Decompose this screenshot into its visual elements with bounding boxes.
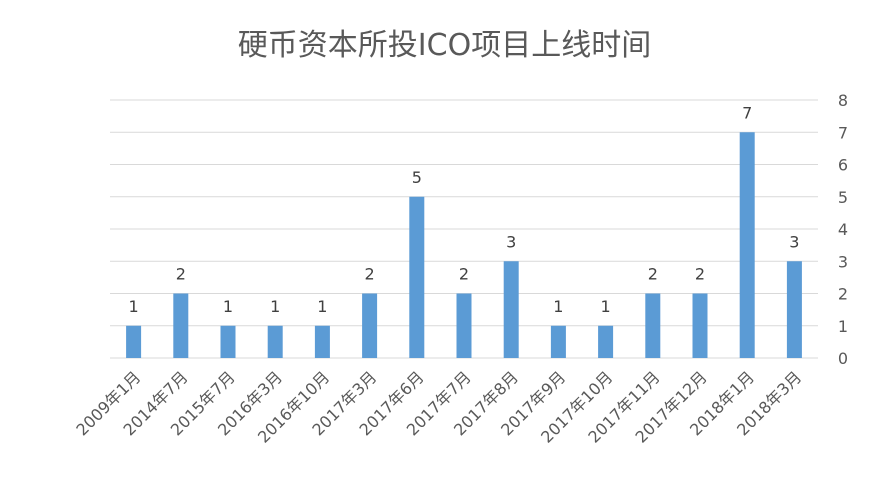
bar [692, 293, 708, 358]
bar [173, 293, 189, 358]
data-label: 1 [270, 297, 280, 316]
bar [739, 132, 755, 358]
bar [456, 293, 472, 358]
y-tick-label: 6 [838, 156, 848, 175]
data-label: 1 [317, 297, 327, 316]
data-label: 1 [223, 297, 233, 316]
data-label: 1 [129, 297, 139, 316]
bar [786, 261, 802, 358]
y-tick-label: 0 [838, 349, 848, 368]
bar [550, 325, 566, 358]
data-labels: 1 2 1 1 1 2 5 2 3 1 1 2 2 7 3 [129, 103, 800, 316]
y-tick-label: 3 [838, 252, 848, 271]
data-label: 7 [742, 103, 752, 122]
bar [267, 325, 283, 358]
bar [598, 325, 614, 358]
bar [126, 325, 142, 358]
data-label: 2 [648, 265, 658, 284]
bar [645, 293, 661, 358]
y-axis-ticks: 0 1 2 3 4 5 6 7 8 [838, 91, 848, 368]
y-tick-label: 2 [838, 285, 848, 304]
data-label: 3 [789, 232, 799, 251]
bar [314, 325, 330, 358]
data-label: 2 [176, 265, 186, 284]
bar [409, 196, 425, 358]
bar [220, 325, 236, 358]
x-axis-labels: 2009年1月2014年7月2015年7月2016年3月2016年10月2017… [72, 367, 805, 446]
data-label: 1 [601, 297, 611, 316]
data-label: 1 [553, 297, 563, 316]
y-tick-label: 1 [838, 317, 848, 336]
bar [503, 261, 519, 358]
data-label: 3 [506, 232, 516, 251]
data-label: 2 [459, 265, 469, 284]
y-tick-label: 7 [838, 123, 848, 142]
data-label: 2 [365, 265, 375, 284]
bar [362, 293, 378, 358]
y-tick-label: 4 [838, 220, 848, 239]
data-label: 2 [695, 265, 705, 284]
data-label: 5 [412, 168, 422, 187]
y-tick-label: 8 [838, 91, 848, 110]
chart-title: 硬币资本所投ICO项目上线时间 [237, 28, 652, 63]
bars [126, 132, 802, 358]
y-tick-label: 5 [838, 188, 848, 207]
